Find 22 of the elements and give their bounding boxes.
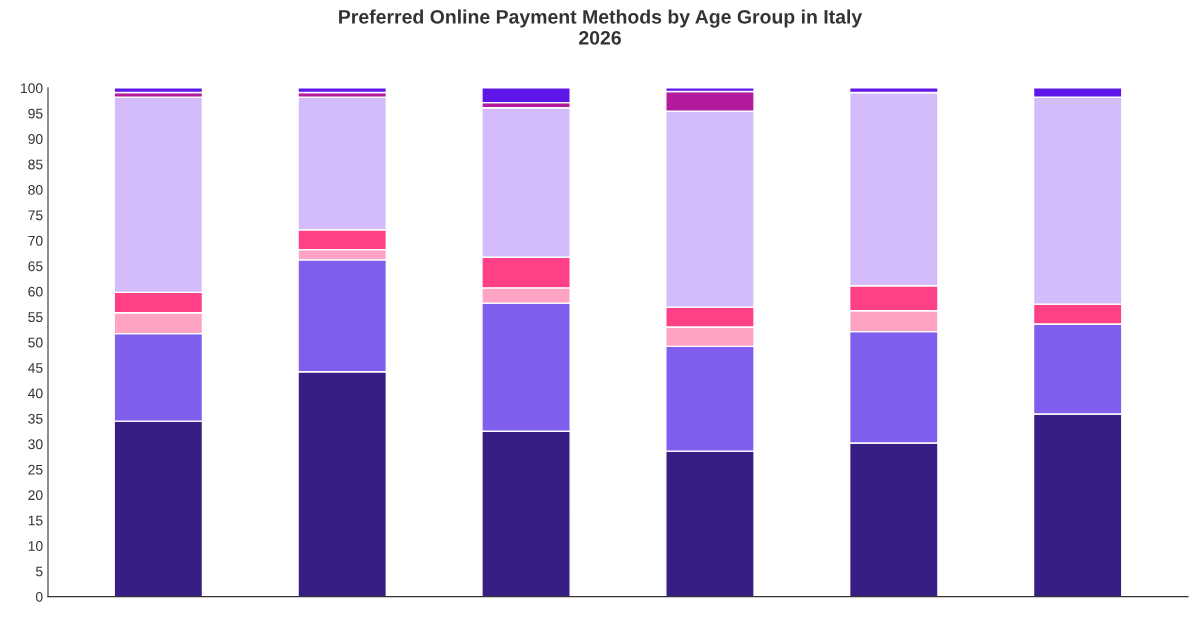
y-tick-label: 60 — [28, 286, 43, 297]
y-tick-label: 40 — [28, 388, 43, 399]
y-tick-label: 50 — [28, 337, 43, 348]
y-tick-label: 25 — [28, 464, 43, 475]
y-tick-label: 0 — [35, 591, 43, 602]
y-tick-label: 95 — [28, 108, 43, 119]
y-tick-label: 20 — [28, 490, 43, 501]
y-tick-label: 90 — [28, 134, 43, 144]
y-tick-label: 100 — [21, 83, 43, 94]
y-tick-label: 80 — [28, 184, 43, 195]
y-tick-label: 45 — [28, 363, 43, 373]
y-tick-label: 70 — [28, 235, 43, 246]
y-tick-label: 35 — [28, 413, 43, 424]
y-tick-label: 10 — [28, 541, 43, 551]
y-tick-label: 15 — [28, 515, 43, 526]
y-tick-label: 65 — [28, 261, 43, 272]
y-tick-label: 85 — [28, 159, 43, 170]
y-tick-label: 5 — [35, 566, 43, 577]
chart-title: Preferred Online Payment Methods by Age Group in Italy 2026 — [339, 9, 863, 45]
y-tick-label: 75 — [28, 210, 43, 221]
y-tick-label: 30 — [28, 439, 43, 450]
y-tick-label: 55 — [28, 312, 43, 322]
